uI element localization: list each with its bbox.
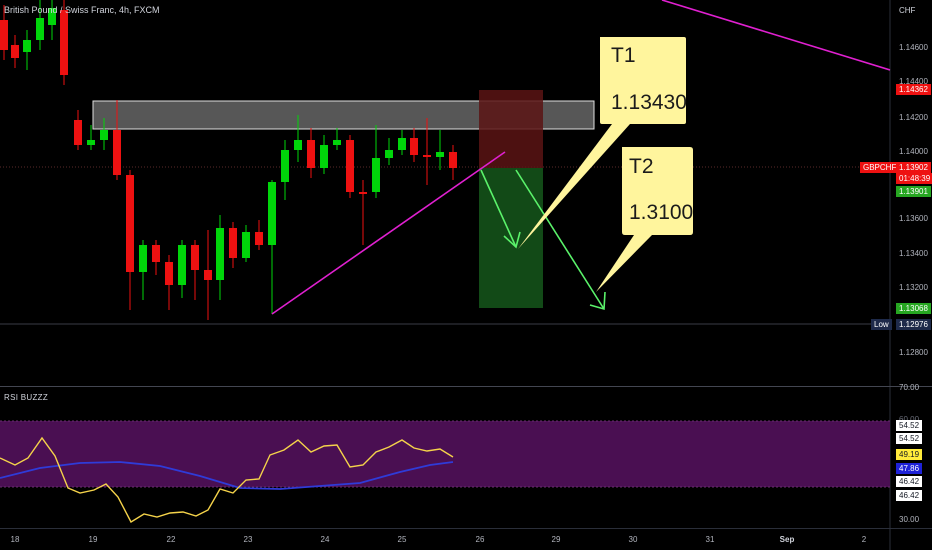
candle-body <box>36 18 44 40</box>
price-tick: 1.14200 <box>899 113 928 122</box>
candle-body <box>255 232 263 245</box>
candle-body <box>204 270 212 280</box>
candle-body <box>60 10 68 75</box>
candle-body <box>346 140 354 192</box>
rsi-band <box>0 421 890 487</box>
rsi-value-tag: 49.19 <box>896 449 923 460</box>
candlestick-series <box>0 0 457 320</box>
rsi-line <box>0 436 454 523</box>
rsi-value-tag: 54.52 <box>896 420 923 431</box>
price-tick: 1.13200 <box>899 283 928 292</box>
candle-body <box>281 150 289 182</box>
candle-body <box>242 232 250 258</box>
candle-body <box>87 140 95 145</box>
candle-body <box>229 228 237 258</box>
symbol-tag: GBPCHF <box>860 162 900 173</box>
candle-body <box>126 175 134 272</box>
candle-body <box>320 145 328 168</box>
candle-body <box>165 262 173 285</box>
candle-body <box>191 245 199 270</box>
low-price-tag: 1.12976 <box>896 319 931 330</box>
candle-body <box>100 130 108 140</box>
candle-body <box>423 155 431 157</box>
candle-body <box>23 40 31 52</box>
candle-body <box>294 140 302 150</box>
target-price-tag: 1.13068 <box>896 303 931 314</box>
rsi-indicator-title[interactable]: RSI BUZZZ <box>4 393 49 402</box>
last-price-tag: 1.13902 <box>896 162 931 173</box>
candle-body <box>410 138 418 155</box>
candle-body <box>216 228 224 280</box>
candle-body <box>385 150 393 158</box>
price-tick: 1.14600 <box>899 43 928 52</box>
price-tick: 1.13400 <box>899 249 928 258</box>
candle-body <box>307 140 315 168</box>
currency-label: CHF <box>899 6 916 15</box>
time-tick: Sep <box>779 535 795 544</box>
candle-body <box>398 138 406 150</box>
price-tick: 1.12800 <box>899 348 928 357</box>
rsi-value-tag: 47.86 <box>896 463 923 474</box>
rising-trendline[interactable] <box>271 151 506 315</box>
rsi-tick-bottom: 30.00 <box>899 515 920 524</box>
candle-body <box>11 45 19 58</box>
time-tick: 26 <box>475 535 485 544</box>
price-tick: 1.14400 <box>899 77 928 86</box>
candle-body <box>333 140 341 145</box>
time-tick: 18 <box>10 535 20 544</box>
t2-value: 1.3100 <box>629 201 694 224</box>
descending-trendline[interactable] <box>661 0 891 71</box>
price-tick: 1.14000 <box>899 147 928 156</box>
candle-body <box>449 152 457 168</box>
time-tick: 22 <box>166 535 176 544</box>
candle-body <box>268 182 276 245</box>
callout-t1[interactable] <box>518 37 686 249</box>
rsi-value-tag: 46.42 <box>896 490 923 501</box>
candle-body <box>178 245 186 285</box>
price-tick: 1.13600 <box>899 214 928 223</box>
candle-body <box>74 120 82 145</box>
countdown-tag: 01:48:39 <box>896 173 932 184</box>
stop-loss-zone[interactable] <box>479 90 543 168</box>
callout-t2[interactable] <box>596 147 693 292</box>
candle-body <box>48 8 56 25</box>
candle-body <box>139 245 147 272</box>
projection-arrow-t1[interactable] <box>480 169 521 249</box>
alert-price-tag[interactable]: 1.14362 <box>896 84 931 95</box>
candle-body <box>152 245 160 262</box>
t2-label: T2 <box>629 155 654 178</box>
time-tick: 25 <box>397 535 407 544</box>
time-tick: 31 <box>705 535 715 544</box>
candle-body <box>113 130 121 175</box>
t1-value: 1.13430 <box>611 91 687 114</box>
rsi-value-tag: 54.52 <box>896 433 923 444</box>
candle-body <box>0 20 8 50</box>
candle-body <box>359 192 367 194</box>
candle-body <box>436 152 444 157</box>
take-profit-zone[interactable] <box>479 168 543 308</box>
time-tick: 24 <box>320 535 330 544</box>
t1-label: T1 <box>611 44 636 67</box>
low-label-tag: Low <box>871 319 892 330</box>
time-tick: 30 <box>628 535 638 544</box>
symbol-title[interactable]: British Pound / Swiss Franc, 4h, FXCM <box>4 5 160 15</box>
time-tick: 23 <box>243 535 253 544</box>
time-tick: 29 <box>551 535 561 544</box>
projection-arrow-t2[interactable] <box>515 169 606 311</box>
rsi-tick-hidden: 60.00 <box>899 415 919 424</box>
time-tick: 2 <box>861 535 867 544</box>
time-tick: 19 <box>88 535 98 544</box>
rsi-moving-average-line <box>0 461 454 490</box>
candle-body <box>372 158 380 192</box>
rsi-value-tag: 46.42 <box>896 476 923 487</box>
bid-price-tag: 1.13901 <box>896 186 931 197</box>
rsi-tick-top: 70.00 <box>899 383 920 392</box>
